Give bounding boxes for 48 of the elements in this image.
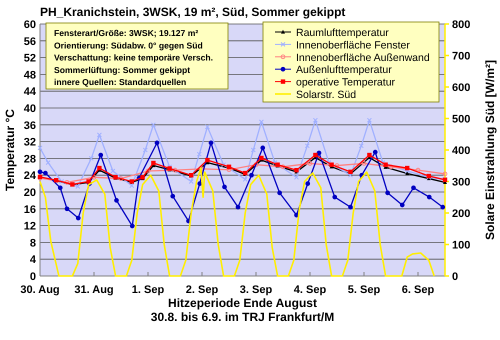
y-tick-label: 32 bbox=[24, 136, 36, 149]
y-tick-label: 28 bbox=[24, 153, 36, 166]
y-tick-label: 24 bbox=[24, 170, 37, 182]
legend-label: Außenlufttemperatur bbox=[296, 64, 392, 76]
x-tick-label: 2. Sep bbox=[186, 284, 218, 296]
annotation: innere Quellen: Standardquellen bbox=[54, 77, 186, 88]
y-tick-label: 40 bbox=[24, 103, 36, 115]
y-tick-label: 60 bbox=[24, 19, 36, 31]
y-tick-label: 12 bbox=[24, 220, 36, 233]
y-tick-label: 56 bbox=[24, 36, 36, 48]
y2-tick-label: 200 bbox=[452, 208, 470, 220]
x-tick-label: 6. Sep bbox=[402, 284, 434, 296]
x-tick-label: 31. Aug bbox=[74, 284, 114, 296]
y-tick-label: 4 bbox=[30, 254, 37, 266]
y2-tick-label: 700 bbox=[452, 50, 470, 62]
y-tick-label: 44 bbox=[24, 86, 37, 98]
legend-label: Raumlufttemperatur bbox=[296, 27, 390, 39]
y-tick-label: 36 bbox=[24, 120, 36, 132]
annotation: Orientierung: Südabw. 0° gegen Süd bbox=[54, 40, 203, 50]
y2-tick-label: 0 bbox=[452, 271, 458, 283]
x-tick-label: 5. Sep bbox=[348, 284, 380, 296]
y-tick-label: 0 bbox=[30, 271, 36, 283]
x-axis-title: Hitzeperiode Ende August 30.8. bis 6.9. im TRJ Frankfurt/M bbox=[150, 296, 334, 324]
y-tick-label: 52 bbox=[24, 52, 36, 65]
annotation: Sommerlüftung: Sommer gekippt bbox=[54, 64, 190, 75]
x-tick-label: 4. Sep bbox=[294, 284, 326, 296]
y2-tick-label: 100 bbox=[452, 240, 470, 252]
annotation: Verschattung: keine temporäre Versch. bbox=[54, 52, 214, 63]
y-tick-label: 48 bbox=[24, 69, 36, 82]
y2-tick-label: 500 bbox=[452, 114, 470, 126]
y2-tick-label: 600 bbox=[452, 82, 470, 94]
y2-axis-title: Solare Einstrahlung Süd [W/m²] bbox=[483, 60, 497, 240]
x-tick-label: 30. Aug bbox=[20, 284, 60, 296]
y-tick-label: 20 bbox=[24, 187, 36, 199]
legend-label: Innenoberfläche Fenster bbox=[296, 39, 410, 52]
legend-label: Innenoberfläche Außenwand bbox=[296, 52, 430, 64]
annotation: Fensterart/Größe: 3WSK; 19.127 m² bbox=[54, 28, 198, 38]
y2-tick-label: 300 bbox=[452, 176, 470, 188]
x-tick-label: 1. Sep bbox=[132, 284, 164, 296]
y-axis-title: Temperatur °C bbox=[3, 108, 17, 191]
y-tick-label: 8 bbox=[30, 237, 36, 250]
legend-label: operative Temperatur bbox=[296, 76, 396, 89]
x-tick-label: 3. Sep bbox=[240, 284, 272, 296]
chart-title: PH_Kranichstein, 3WSK, 19 m², Süd, Sommer gekippt bbox=[40, 5, 346, 19]
legend-label: Solarstr. Süd bbox=[296, 89, 356, 101]
y2-tick-label: 800 bbox=[452, 19, 470, 31]
y2-tick-label: 400 bbox=[452, 145, 470, 157]
y-tick-label: 16 bbox=[24, 204, 36, 216]
